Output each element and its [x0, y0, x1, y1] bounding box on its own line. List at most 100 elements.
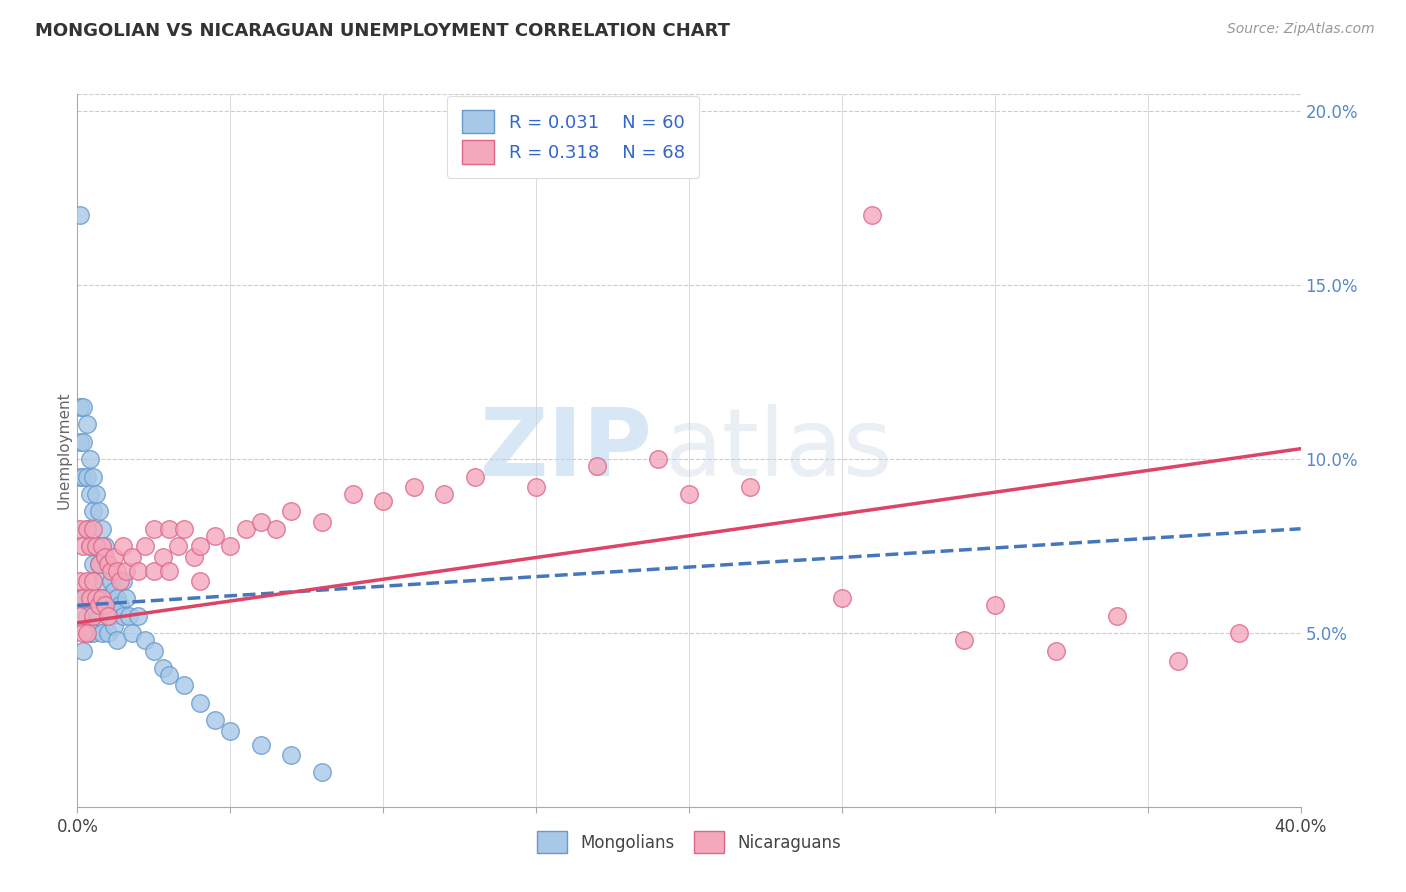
Point: [167, 539, 190, 553]
Point: [157, 522, 180, 536]
Point: [90, 626, 112, 640]
Point: [108, 574, 131, 588]
Point: [76, 469, 98, 483]
Point: [402, 480, 425, 494]
Point: [97, 557, 120, 571]
Point: [250, 515, 273, 529]
Point: [121, 549, 143, 564]
Point: [103, 619, 125, 633]
Point: [105, 564, 128, 578]
Point: [831, 591, 853, 606]
Point: [79, 539, 101, 553]
Point: [90, 522, 112, 536]
Point: [103, 549, 125, 564]
Point: [1045, 643, 1067, 657]
Point: [94, 549, 117, 564]
Point: [82, 522, 104, 536]
Point: [142, 522, 165, 536]
Point: [72, 591, 94, 606]
Point: [342, 487, 364, 501]
Point: [984, 599, 1007, 613]
Point: [82, 469, 104, 483]
Point: [87, 557, 110, 571]
Point: [90, 574, 112, 588]
Point: [103, 584, 125, 599]
Point: [280, 504, 302, 518]
Point: [90, 539, 112, 553]
Point: [82, 626, 104, 640]
Point: [1107, 608, 1129, 623]
Point: [112, 608, 135, 623]
Point: [94, 539, 117, 553]
Point: [112, 539, 135, 553]
Point: [69, 522, 91, 536]
Point: [72, 469, 94, 483]
Point: [84, 539, 107, 553]
Point: [79, 626, 101, 640]
Point: [142, 643, 165, 657]
Point: [862, 209, 884, 223]
Text: atlas: atlas: [665, 404, 893, 497]
Point: [69, 209, 91, 223]
Point: [76, 522, 98, 536]
Point: [72, 591, 94, 606]
Point: [586, 459, 609, 474]
Point: [173, 522, 195, 536]
Point: [152, 549, 174, 564]
Point: [82, 557, 104, 571]
Point: [264, 522, 287, 536]
Legend: Mongolians, Nicaraguans: Mongolians, Nicaraguans: [530, 825, 848, 860]
Point: [69, 574, 91, 588]
Point: [134, 633, 156, 648]
Point: [121, 626, 143, 640]
Point: [69, 400, 91, 414]
Point: [76, 417, 98, 432]
Text: Source: ZipAtlas.com: Source: ZipAtlas.com: [1227, 22, 1375, 37]
Point: [112, 574, 135, 588]
Text: MONGOLIAN VS NICARAGUAN UNEMPLOYMENT CORRELATION CHART: MONGOLIAN VS NICARAGUAN UNEMPLOYMENT COR…: [35, 22, 730, 40]
Point: [76, 608, 98, 623]
Point: [82, 574, 104, 588]
Y-axis label: Unemployment: Unemployment: [56, 392, 72, 509]
Point: [188, 696, 211, 710]
Point: [79, 452, 101, 467]
Point: [157, 668, 180, 682]
Point: [647, 452, 669, 467]
Point: [127, 564, 149, 578]
Point: [157, 564, 180, 578]
Point: [204, 713, 226, 727]
Point: [100, 574, 122, 588]
Point: [118, 608, 141, 623]
Point: [183, 549, 205, 564]
Point: [142, 564, 165, 578]
Point: [105, 591, 128, 606]
Point: [464, 469, 486, 483]
Point: [79, 591, 101, 606]
Point: [76, 626, 98, 640]
Point: [84, 539, 107, 553]
Point: [1167, 654, 1189, 668]
Point: [82, 608, 104, 623]
Point: [235, 522, 257, 536]
Point: [134, 539, 156, 553]
Point: [204, 529, 226, 543]
Point: [82, 504, 104, 518]
Point: [72, 400, 94, 414]
Point: [87, 557, 110, 571]
Point: [152, 661, 174, 675]
Point: [84, 591, 107, 606]
Point: [280, 747, 302, 762]
Point: [97, 557, 120, 571]
Point: [87, 608, 110, 623]
Point: [76, 522, 98, 536]
Point: [90, 591, 112, 606]
Point: [72, 539, 94, 553]
Point: [188, 574, 211, 588]
Point: [311, 765, 333, 780]
Point: [87, 504, 110, 518]
Point: [115, 591, 138, 606]
Text: ZIP: ZIP: [479, 404, 652, 497]
Point: [250, 738, 273, 752]
Point: [433, 487, 456, 501]
Point: [173, 678, 195, 692]
